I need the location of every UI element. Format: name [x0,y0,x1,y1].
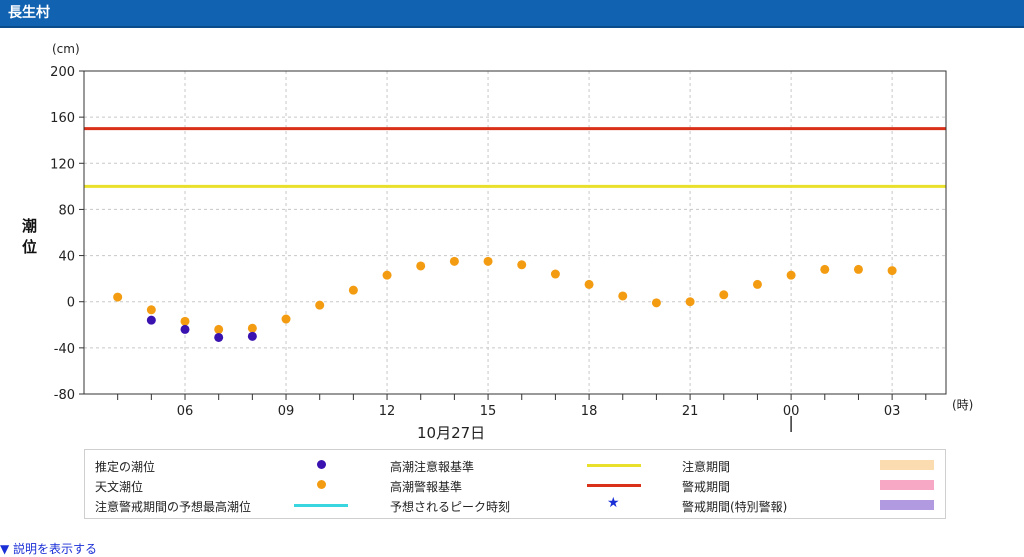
y-axis-label-char: 位 [22,238,37,256]
legend-estimated-dot [317,460,326,469]
legend-estimated-label: 推定の潮位 [95,460,156,474]
legend-advisory-period-swatch [880,460,934,470]
data-point [685,297,695,307]
data-point [113,292,123,302]
legend-warning-standard-label: 高潮警報基準 [390,480,463,494]
data-point [618,291,628,301]
legend-warning-period-swatch [880,480,934,490]
data-point [146,305,156,315]
reference-lines [84,127,946,188]
y-tick-label: 160 [50,111,75,126]
x-tick-label: 06 [177,404,194,419]
y-tick-label: 0 [67,296,75,311]
y-tick-label: 120 [50,157,75,172]
legend-astronomical-dot [317,480,326,489]
legend-predicted-max-label: 注意警戒期間の予想最高潮位 [95,500,252,514]
data-point [651,298,661,308]
x-tick-label: 00 [783,404,800,419]
y-tick-label: -80 [54,388,75,403]
data-point [853,264,863,274]
legend-advisory-period-label: 注意期間 [682,460,731,474]
y-tick-label: 40 [58,250,75,265]
legend-astronomical-label: 天文潮位 [95,480,144,494]
plot-frame [83,70,947,395]
data-point [180,316,190,326]
x-tick-label: 21 [682,404,699,419]
legend-special-warning-period-label: 警戒期間(特別警報) [682,500,788,514]
data-point [483,256,493,266]
data-point [752,279,762,289]
y-tick-label: 200 [50,65,75,80]
data-point [786,270,796,280]
x-tick-label: 03 [884,404,901,419]
data-point [382,270,392,280]
x-tick-label: 15 [480,404,497,419]
data-point [247,323,257,333]
data-point [348,285,358,295]
legend-advisory-standard-label: 高潮注意報基準 [390,460,475,474]
data-point [887,266,897,276]
data-point [214,324,224,334]
date-label: 10月27日 [417,424,485,442]
y-tick-label: -40 [54,342,75,357]
data-point [315,300,325,310]
data-point [214,332,224,342]
data-point [281,314,291,324]
x-tick-label: 09 [278,404,295,419]
tide-chart: -80 -40 0 40 80 120 160 200 06 09 12 15 18 21 00 03 潮位 (… [22,42,973,442]
y-tick-label: 80 [58,203,75,218]
legend-special-warning-period-swatch [880,500,934,510]
grid-layer [84,71,946,394]
data-point [584,279,594,289]
explain-toggle-link[interactable]: ▼ 説明を表示する [0,542,98,556]
data-point [416,261,426,271]
data-point [550,269,560,279]
data-points [113,256,897,342]
data-point [820,264,830,274]
data-point [146,315,156,325]
peak-star-icon: ★ [607,495,620,511]
data-point [719,290,729,300]
x-tick-label: 18 [581,404,598,419]
axis-layer: -80 -40 0 40 80 120 160 200 06 09 12 15 18 21 00 03 潮位 [22,65,947,432]
legend-peak-time-label: 予想されるピーク時刻 [390,500,511,514]
data-point [517,260,527,270]
legend-predicted-max-line [294,504,348,507]
y-unit-label: (cm) [52,42,80,56]
page-title: 長生村 [0,0,1024,26]
legend-warning-standard-line [587,484,641,487]
y-axis-label-char: 潮 [22,217,37,235]
data-point [180,324,190,334]
x-tick-label: 12 [379,404,396,419]
data-point [449,256,459,266]
data-point [247,331,257,341]
legend-advisory-standard-line [587,464,641,467]
title-underline [0,26,1024,28]
x-unit-label: (時) [952,398,973,412]
legend-warning-period-label: 警戒期間 [682,480,731,494]
legend: 推定の潮位 天文潮位 注意警戒期間の予想最高潮位 高潮注意報基準 高潮警報基準 … [84,449,946,519]
